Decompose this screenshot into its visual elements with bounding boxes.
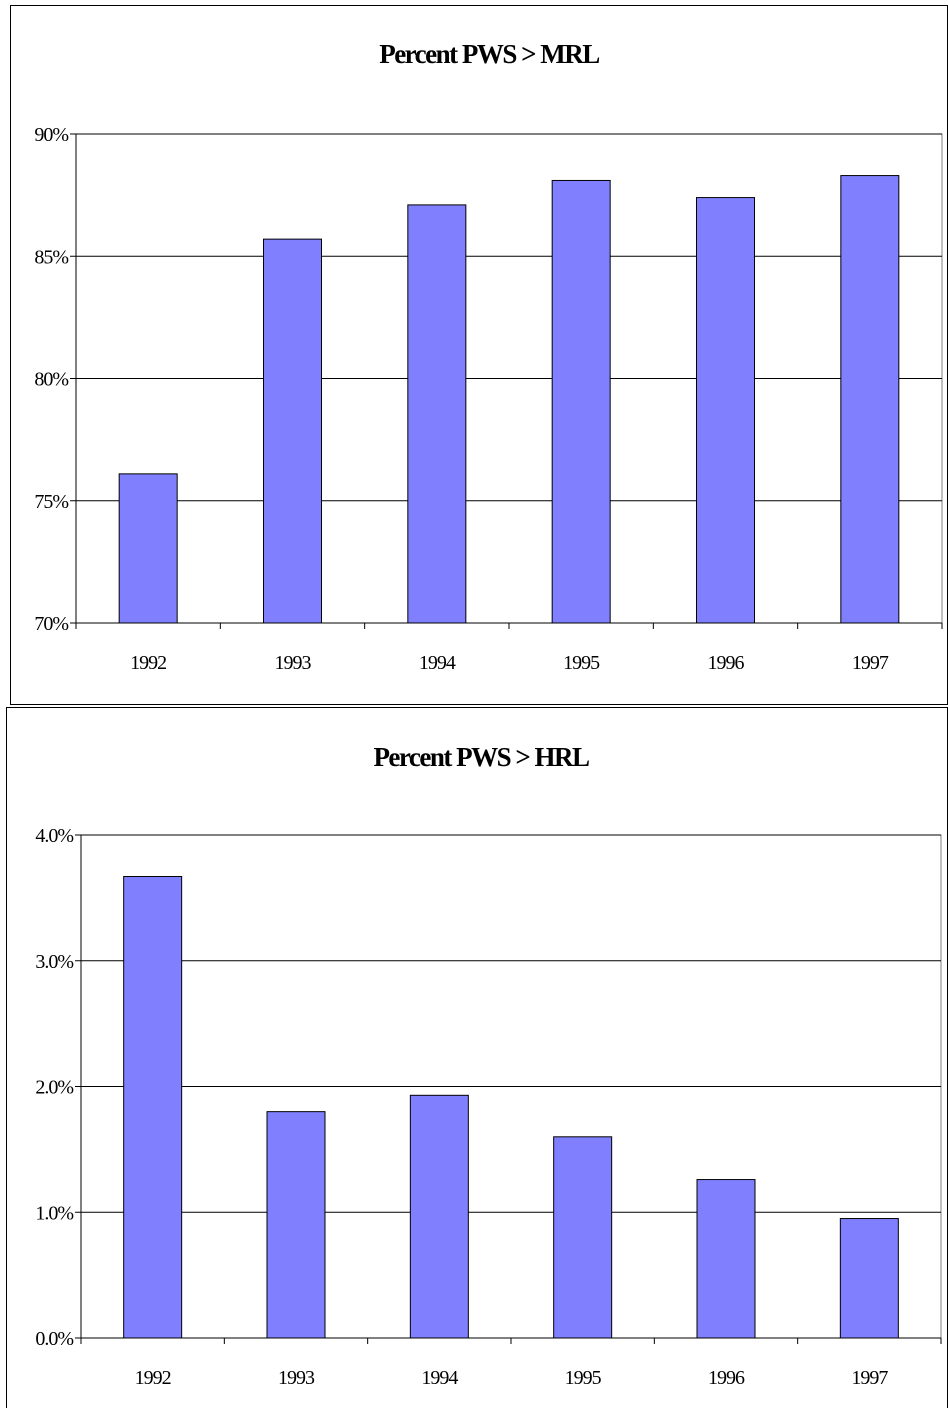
bar-1995 [553, 1136, 613, 1339]
bar-1997 [840, 175, 900, 624]
y-tick-label: 4.0% [35, 825, 73, 847]
x-tick-label: 1993 [278, 1367, 315, 1389]
chart-panel-mrl: Percent PWS > MRL 70% 75% 80% 85% 90% 1992 199… [10, 5, 948, 705]
y-tick-label: 75% [34, 491, 68, 513]
y-tick-label: 0.0% [35, 1328, 73, 1350]
y-tick-label: 80% [34, 369, 68, 391]
x-tick-label: 1994 [419, 652, 456, 674]
y-tick-label: 1.0% [35, 1202, 73, 1224]
y-tick-label: 85% [34, 246, 68, 268]
x-tick-label: 1996 [708, 652, 745, 674]
x-tick-label: 1995 [563, 652, 600, 674]
x-tick-label: 1996 [708, 1367, 745, 1389]
chart-mrl: Percent PWS > MRL 70% 75% 80% 85% 90% 1992 199… [34, 39, 943, 674]
y-tick-label: 90% [34, 124, 68, 146]
x-tick-label: 1993 [275, 652, 312, 674]
x-tick-label: 1992 [130, 652, 166, 674]
x-tick-label: 1997 [852, 652, 889, 674]
x-tick-label: 1997 [851, 1367, 888, 1389]
chart-title: Percent PWS > MRL [379, 39, 599, 69]
y-tick-label: 2.0% [35, 1077, 73, 1099]
bar-1996 [696, 1179, 756, 1339]
y-tick-label: 70% [34, 613, 68, 635]
x-tick-label: 1992 [135, 1367, 171, 1389]
chart-title: Percent PWS > HRL [373, 742, 589, 772]
x-tick-label: 1995 [565, 1367, 602, 1389]
bar-1995 [551, 179, 611, 624]
bar-1992 [118, 473, 178, 624]
chart-panel-hrl: Percent PWS > HRL 0.0% 1.0% 2.0% 3.0% 4.0% 19… [6, 707, 948, 1408]
y-tick-label: 3.0% [35, 951, 73, 973]
chart-hrl: Percent PWS > HRL 0.0% 1.0% 2.0% 3.0% 4.0% 19… [35, 742, 942, 1389]
bar-1997 [839, 1218, 899, 1339]
bar-1994 [409, 1094, 469, 1339]
bar-1993 [266, 1111, 326, 1339]
bar-1994 [407, 204, 467, 624]
bar-1992 [123, 875, 183, 1339]
bar-1996 [696, 197, 755, 624]
bar-1993 [263, 238, 322, 624]
x-tick-label: 1994 [421, 1367, 458, 1389]
